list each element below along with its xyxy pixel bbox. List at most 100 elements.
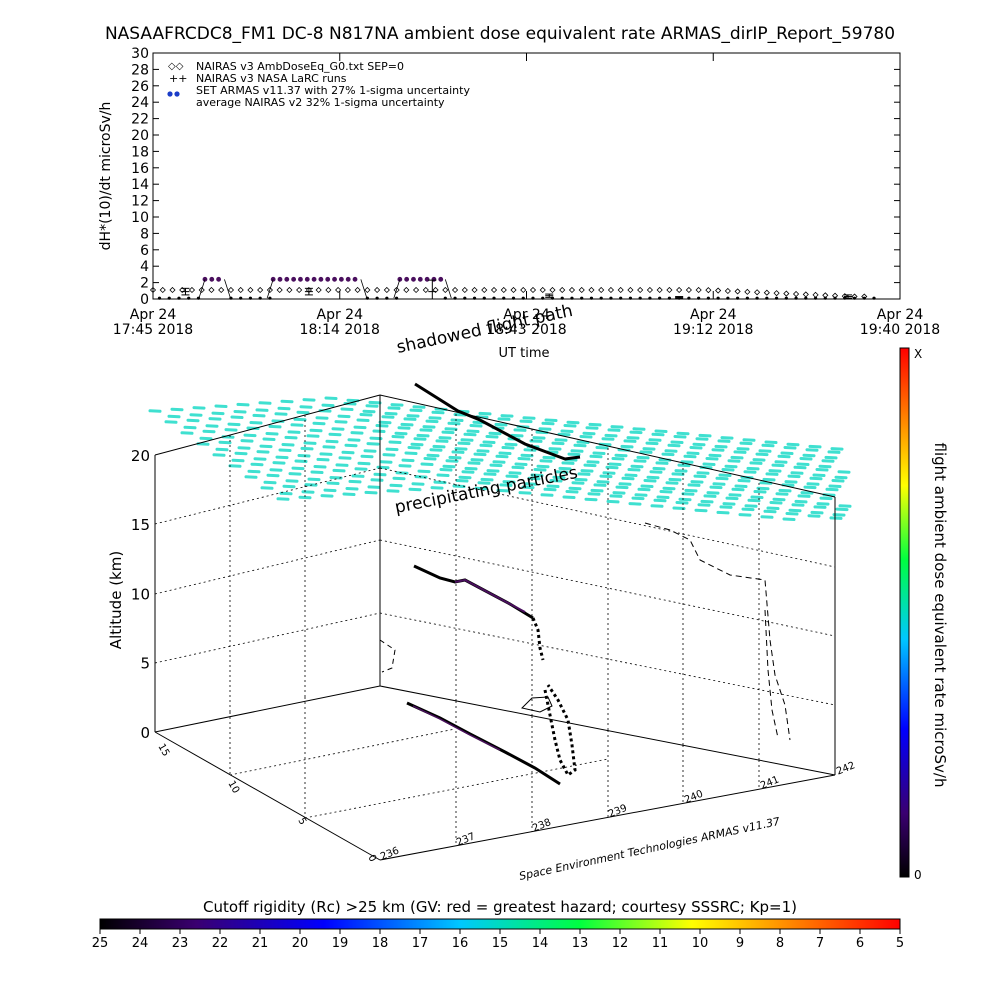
- armas-dose-point: [338, 276, 344, 282]
- particle-mark: [774, 460, 788, 464]
- nairas-diamond-point: [208, 286, 215, 294]
- particle-mark: [586, 460, 600, 464]
- particle-mark: [810, 510, 824, 515]
- particle-mark: [539, 459, 553, 463]
- particle-mark: [170, 407, 184, 412]
- particle-mark: [275, 455, 289, 460]
- particle-mark: [268, 424, 282, 429]
- grid-line: [379, 774, 836, 861]
- particle-mark: [416, 433, 430, 438]
- particle-mark: [276, 497, 290, 501]
- particle-mark: [237, 446, 251, 450]
- particle-mark: [689, 446, 703, 450]
- particle-mark: [634, 493, 648, 497]
- particle-mark: [277, 406, 291, 411]
- armas-dose-point: [375, 296, 379, 300]
- particle-mark: [579, 435, 593, 439]
- legend: ◇◇ NAIRAS v3 AmbDoseEq_G0.txt SEP=0 ++ N…: [167, 60, 470, 109]
- particle-mark: [265, 432, 279, 436]
- particle-mark: [522, 416, 536, 420]
- particle-mark: [234, 451, 248, 456]
- armas-dose-point: [216, 276, 222, 282]
- armas-dose-point: [804, 296, 808, 300]
- particle-mark: [694, 508, 708, 513]
- particle-mark: [513, 428, 527, 432]
- particle-mark: [473, 452, 487, 457]
- particle-mark: [593, 483, 607, 487]
- armas-dose-point: [745, 296, 749, 300]
- particle-mark: [567, 452, 581, 457]
- particle-mark: [510, 433, 524, 438]
- particle-mark: [720, 436, 734, 440]
- particle-mark: [379, 460, 393, 464]
- rigidity-tick-label: 20: [292, 936, 309, 951]
- particle-mark: [342, 492, 356, 496]
- y-tick-label: 4: [140, 259, 149, 275]
- rigidity-tick-label: 11: [652, 936, 669, 951]
- particle-mark: [830, 447, 844, 451]
- particle-mark: [611, 457, 625, 461]
- particle-mark: [753, 490, 767, 494]
- nairas-diamond-point: [257, 286, 264, 294]
- particle-mark: [631, 496, 645, 501]
- particle-mark: [467, 461, 481, 465]
- armas-dose-point: [619, 296, 623, 300]
- particle-mark: [549, 479, 563, 483]
- particle-mark: [476, 449, 490, 453]
- particle-mark: [574, 477, 588, 482]
- nairas-diamond-point: [637, 286, 644, 294]
- grid-line: [379, 539, 836, 637]
- particle-mark: [646, 475, 660, 480]
- armas-dose-point: [599, 296, 603, 300]
- particle-mark: [423, 457, 437, 461]
- particle-mark: [294, 459, 308, 463]
- nairas-diamond-point: [793, 290, 800, 298]
- particle-mark: [568, 486, 582, 491]
- particle-mark: [838, 504, 852, 508]
- nairas-diamond-point: [247, 286, 254, 294]
- particle-mark: [749, 461, 763, 465]
- particle-mark: [364, 490, 378, 495]
- altitude-tick-label: 20: [131, 447, 150, 465]
- nairas-diamond-point: [802, 291, 809, 298]
- armas-dose-point: [304, 276, 310, 282]
- particle-mark: [703, 494, 717, 498]
- particle-mark: [189, 413, 203, 417]
- timeseries-y-label: dH*(10)/dt microSv/h: [98, 102, 114, 251]
- armas-dose-point: [411, 276, 416, 282]
- y-tick-label: 28: [131, 62, 149, 78]
- precipitating-particles-field: [148, 396, 852, 521]
- particle-mark: [429, 448, 443, 452]
- particle-mark: [243, 433, 257, 438]
- particle-mark: [420, 462, 434, 466]
- nairas-diamond-point: [598, 286, 605, 294]
- particle-mark: [681, 492, 695, 496]
- particle-mark: [316, 457, 330, 462]
- latitude-tick-label: 10: [225, 779, 241, 796]
- particle-mark: [561, 461, 575, 465]
- flight-path-tracks: [379, 382, 791, 786]
- x-tick-time: 19:12 2018: [673, 322, 753, 338]
- particle-mark: [837, 470, 851, 474]
- particle-mark: [436, 473, 450, 477]
- particle-mark: [630, 464, 644, 469]
- nairas-diamond-point: [354, 286, 361, 294]
- particle-mark: [233, 410, 247, 414]
- armas-dose-point: [833, 296, 837, 300]
- projection-right: [644, 522, 791, 741]
- armas-dose-point: [318, 276, 324, 282]
- particle-mark: [282, 484, 296, 489]
- particle-mark: [272, 461, 286, 465]
- particle-mark: [808, 444, 822, 449]
- particle-mark: [466, 429, 480, 433]
- latitude-tick-label: 0: [365, 853, 378, 864]
- armas-dose-point: [424, 276, 430, 282]
- particle-mark: [605, 465, 619, 470]
- armas-dose-point: [823, 296, 827, 300]
- particle-mark: [711, 448, 725, 452]
- particle-mark: [785, 512, 799, 516]
- particle-mark: [626, 436, 640, 440]
- particle-mark: [659, 490, 673, 494]
- nairas-diamond-point: [666, 286, 673, 294]
